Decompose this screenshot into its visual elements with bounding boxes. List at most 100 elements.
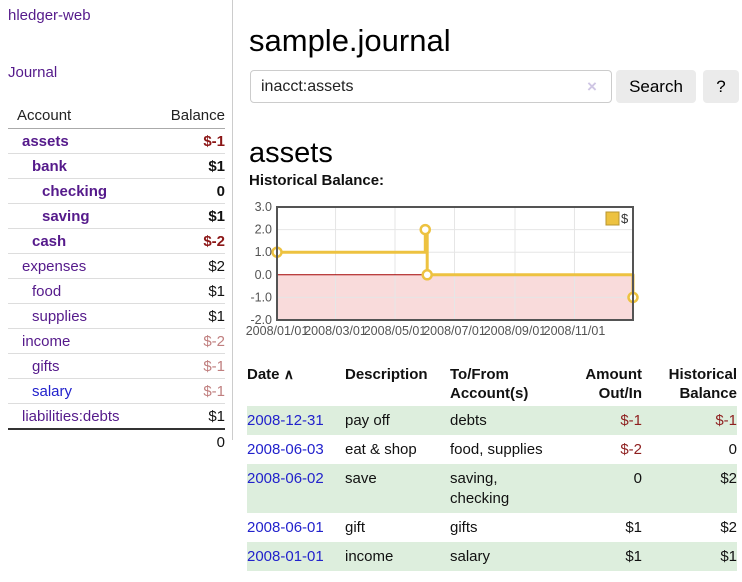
- account-balance: $-1: [154, 128, 225, 154]
- column-header-date[interactable]: Date ∧: [247, 362, 345, 406]
- data-point-marker[interactable]: [419, 223, 432, 236]
- transaction-date-link[interactable]: 2008-06-03: [247, 441, 324, 458]
- sidebar-item-journal[interactable]: Journal: [8, 64, 58, 81]
- transaction-balance: $1: [720, 548, 737, 565]
- clear-search-icon[interactable]: ×: [587, 77, 597, 96]
- transaction-row: 2008-06-03 eat & shop food, supplies $-2…: [247, 435, 737, 464]
- y-axis-tick-label: -2.0: [250, 313, 272, 327]
- account-row-checking: checking 0: [8, 178, 225, 204]
- legend-label: $: [621, 211, 629, 226]
- account-balance: 0: [154, 178, 225, 204]
- account-link-gifts[interactable]: gifts: [32, 358, 60, 375]
- sidebar: hledger-web Journal Account Balance asse…: [8, 0, 225, 454]
- register-section: Date ∧ Description To/From Account(s) Am…: [247, 362, 737, 571]
- account-link-checking[interactable]: checking: [42, 183, 108, 200]
- transaction-date-link[interactable]: 2008-06-01: [247, 519, 324, 536]
- account-balance: $1: [154, 303, 225, 329]
- transaction-accounts: salary: [450, 548, 491, 565]
- transaction-description: pay off: [345, 412, 390, 429]
- search-button[interactable]: Search: [616, 70, 696, 103]
- transaction-date-link[interactable]: 2008-06-02: [247, 470, 324, 487]
- transaction-accounts: saving, checking: [450, 470, 510, 507]
- balance-column-header: Balance: [154, 103, 225, 129]
- transaction-amount: 0: [633, 470, 642, 487]
- transaction-date-link[interactable]: 2008-12-31: [247, 412, 324, 429]
- brand-link[interactable]: hledger-web: [8, 7, 91, 24]
- account-balance: $-2: [154, 328, 225, 354]
- transaction-row: 2008-01-01 income salary $1 $1: [247, 542, 737, 571]
- legend-swatch: [605, 211, 620, 226]
- plot-border: [276, 206, 634, 321]
- help-button[interactable]: ?: [703, 70, 739, 103]
- account-balance: $1: [154, 278, 225, 304]
- account-balance: $2: [154, 253, 225, 279]
- x-axis-tick-label: 2008/09/01: [484, 324, 547, 338]
- transaction-description: eat & shop: [345, 441, 417, 458]
- accounts-total: 0: [154, 428, 225, 454]
- transaction-date-link[interactable]: 2008-01-01: [247, 548, 324, 565]
- account-balance: $-2: [154, 228, 225, 254]
- register-table: Date ∧ Description To/From Account(s) Am…: [247, 362, 737, 571]
- account-link-expenses[interactable]: expenses: [22, 258, 87, 275]
- date-header-label: Date: [247, 366, 280, 383]
- search-bar: × Search ?: [250, 70, 742, 103]
- data-point-marker[interactable]: [421, 269, 433, 281]
- sort-ascending-icon: ∧: [283, 366, 294, 382]
- account-link-food[interactable]: food: [32, 283, 62, 300]
- search-input[interactable]: [250, 70, 612, 103]
- historical-balance-chart[interactable]: $3.0 2.0 1.0 0.0 -1.0 -2.0 2008/01/01 2008/03/0…: [240, 198, 642, 343]
- page-title: sample.journal: [249, 22, 451, 58]
- account-row-income: income $-2: [8, 328, 225, 354]
- account-balance: $-1: [154, 378, 225, 404]
- account-row-cash: cash $-2: [8, 228, 225, 254]
- account-link-bank[interactable]: bank: [32, 158, 68, 175]
- column-header-amount: Amount Out/In: [585, 366, 642, 402]
- account-link-salary[interactable]: salary: [32, 383, 73, 400]
- register-header-row: Date ∧ Description To/From Account(s) Am…: [247, 362, 737, 406]
- account-column-header: Account: [8, 103, 155, 129]
- transaction-amount: $-1: [620, 412, 642, 429]
- column-header-balance: Historical Balance: [668, 366, 737, 402]
- account-row-assets: assets $-1: [8, 128, 225, 154]
- account-balance: $1: [154, 403, 225, 430]
- account-link-supplies[interactable]: supplies: [32, 308, 88, 325]
- account-row-liabilities-debts: liabilities:debts $1: [8, 403, 225, 430]
- x-axis-tick-label: 2008/07/01: [423, 324, 486, 338]
- transaction-amount: $1: [625, 519, 642, 536]
- account-balance: $-1: [154, 353, 225, 379]
- account-row-saving: saving $1: [8, 203, 225, 229]
- transaction-description: save: [345, 470, 377, 487]
- x-axis-tick-label: 2008/05/01: [364, 324, 427, 338]
- account-link-saving[interactable]: saving: [42, 208, 90, 225]
- account-link-income[interactable]: income: [22, 333, 71, 350]
- y-axis-tick-label: 1.0: [255, 245, 272, 259]
- account-row-salary: salary $-1: [8, 378, 225, 404]
- account-row-food: food $1: [8, 278, 225, 304]
- transaction-balance: $2: [720, 470, 737, 487]
- chart-title: Historical Balance:: [249, 172, 385, 189]
- transaction-description: income: [345, 548, 394, 565]
- y-axis-tick-label: 0.0: [255, 268, 272, 282]
- account-link-cash[interactable]: cash: [32, 233, 67, 250]
- transaction-amount: $-2: [620, 441, 642, 458]
- x-axis-tick-label: 2008/03/01: [304, 324, 367, 338]
- account-balance: $1: [154, 153, 225, 179]
- chart-canvas[interactable]: $3.0 2.0 1.0 0.0 -1.0 -2.02008/01/012008/03/0…: [240, 198, 642, 343]
- y-axis-tick-label: 2.0: [255, 223, 272, 237]
- account-link-liabilities-debts[interactable]: liabilities:debts: [22, 408, 120, 425]
- transaction-accounts: food, supplies: [450, 441, 543, 458]
- accounts-total-row: 0: [8, 428, 225, 454]
- transaction-balance: 0: [728, 441, 737, 458]
- transaction-balance: $2: [720, 519, 737, 536]
- account-row-supplies: supplies $1: [8, 303, 225, 329]
- account-row-expenses: expenses $2: [8, 253, 225, 279]
- transaction-row: 2008-06-02 save saving, checking 0 $2: [247, 464, 737, 513]
- accounts-table: Account Balance assets $-1 bank $1 check…: [8, 103, 225, 454]
- account-heading: assets: [249, 137, 333, 170]
- account-link-assets[interactable]: assets: [22, 133, 69, 150]
- transaction-description: gift: [345, 519, 366, 536]
- transaction-balance: $-1: [715, 412, 737, 429]
- column-header-accounts: To/From Account(s): [450, 366, 529, 402]
- y-axis-tick-label: 3.0: [255, 200, 272, 214]
- account-row-gifts: gifts $-1: [8, 353, 225, 379]
